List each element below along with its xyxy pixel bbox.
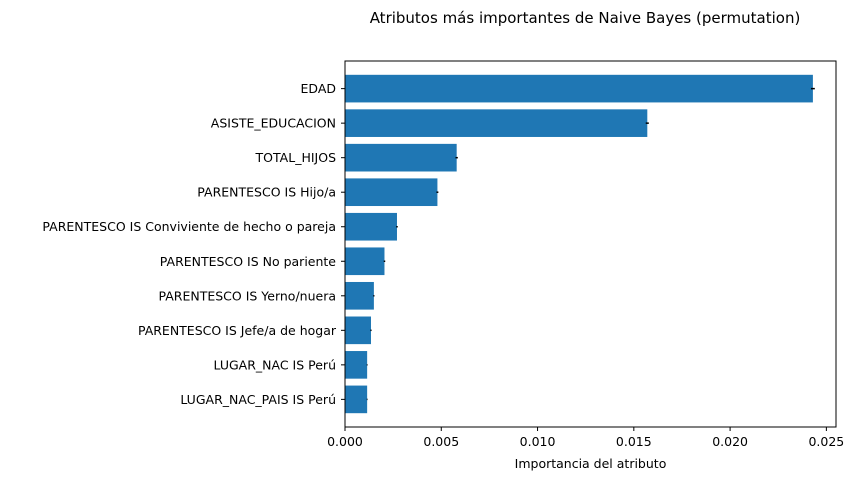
bar-6 xyxy=(345,281,374,310)
category-label-8: LUGAR_NAC IS Perú xyxy=(214,357,337,372)
category-label-5: PARENTESCO IS No pariente xyxy=(160,254,337,269)
y-tick-labels: EDAD ASISTE_EDUCACION TOTAL_HIJOS PARENTESC… xyxy=(42,81,345,407)
category-label-6: PARENTESCO IS Yerno/nuera xyxy=(158,288,336,303)
category-label-4: PARENTESCO IS Conviviente de hecho o par… xyxy=(42,219,336,234)
category-label-9: LUGAR_NAC_PAIS IS Perú xyxy=(180,392,336,407)
bars-group xyxy=(345,74,813,414)
x-tick-label-4: 0.020 xyxy=(712,434,748,449)
bar-2 xyxy=(345,143,457,172)
chart-title: Atributos más importantes de Naive Bayes… xyxy=(370,9,801,27)
x-ticks: 0.000 0.005 0.010 0.015 0.020 0.025 xyxy=(327,427,844,449)
x-tick-label-5: 0.025 xyxy=(808,434,844,449)
category-label-7: PARENTESCO IS Jefe/a de hogar xyxy=(138,323,337,338)
bar-7 xyxy=(345,316,371,345)
error-bars-group xyxy=(366,87,815,401)
x-tick-label-3: 0.015 xyxy=(616,434,652,449)
category-label-0: EDAD xyxy=(301,81,336,96)
x-tick-label-0: 0.000 xyxy=(327,434,363,449)
bar-3 xyxy=(345,178,438,207)
x-tick-label-2: 0.010 xyxy=(520,434,556,449)
x-tick-label-1: 0.005 xyxy=(423,434,459,449)
bar-5 xyxy=(345,247,385,276)
category-label-3: PARENTESCO IS Hijo/a xyxy=(197,185,336,200)
bar-8 xyxy=(345,351,368,379)
x-axis-label: Importancia del atributo xyxy=(515,456,667,471)
plot-frame xyxy=(344,60,837,428)
bar-1 xyxy=(345,109,648,137)
bar-4 xyxy=(345,212,397,241)
bar-9 xyxy=(345,385,368,414)
bar-0 xyxy=(345,74,813,103)
category-label-1: ASISTE_EDUCACION xyxy=(211,116,336,131)
category-label-2: TOTAL_HIJOS xyxy=(255,150,337,165)
